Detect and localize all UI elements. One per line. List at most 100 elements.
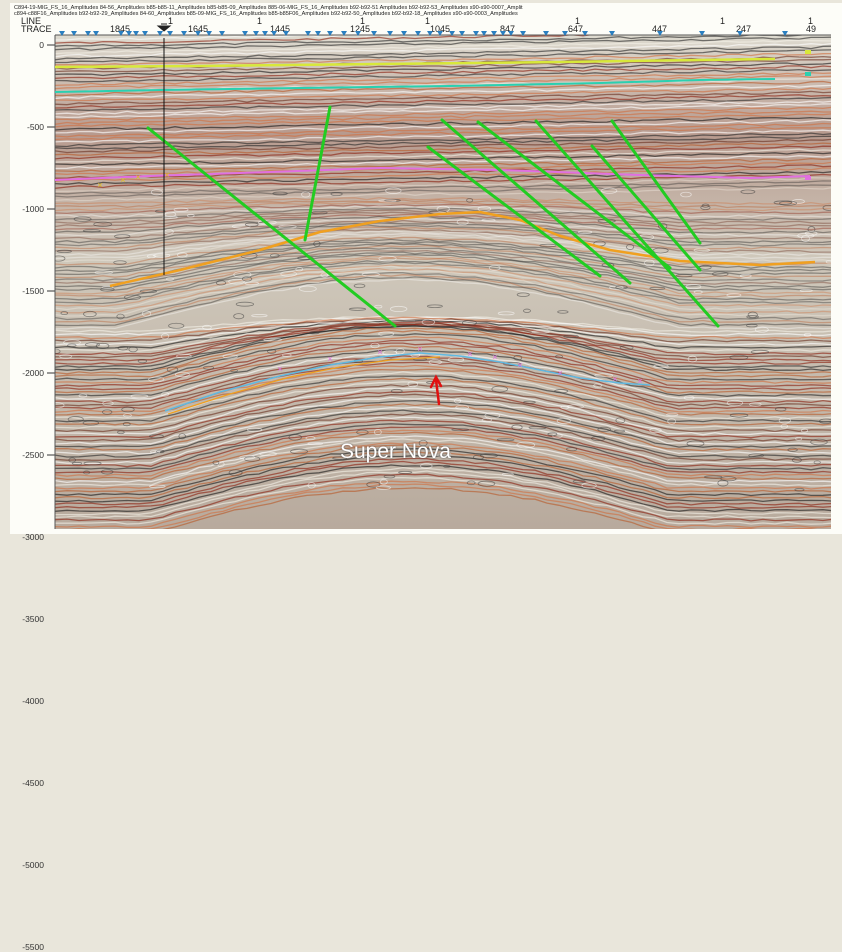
seismic-texture	[477, 206, 492, 212]
trace-marker-triangle-icon	[355, 31, 361, 36]
seismic-texture	[557, 310, 569, 314]
trace-marker-triangle-icon	[473, 31, 479, 36]
reflector-line	[55, 184, 831, 198]
seismic-texture	[212, 460, 220, 466]
depth-tick-label: -2500	[22, 450, 44, 460]
depth-tick-label: -5500	[22, 942, 44, 952]
seismic-texture	[615, 285, 628, 290]
reflector-line	[55, 148, 831, 163]
reflector-line	[55, 177, 831, 192]
seismic-texture	[101, 286, 114, 290]
seismic-texture	[59, 354, 73, 359]
reflector-line	[55, 142, 831, 156]
seismic-texture	[378, 331, 395, 337]
seismic-texture	[83, 461, 102, 466]
pick-marker: ×	[164, 170, 169, 180]
pick-marker: ×	[557, 368, 562, 378]
fault-line	[426, 145, 602, 278]
trace-marker-triangle-icon	[543, 31, 549, 36]
trace-marker-triangle-icon	[387, 31, 393, 36]
reflector-line	[55, 257, 831, 298]
seismic-texture	[295, 267, 304, 272]
seismic-texture	[281, 353, 292, 357]
seismic-texture	[740, 189, 756, 195]
reflector-line	[55, 272, 831, 321]
seismic-texture	[456, 219, 469, 226]
seismic-texture	[516, 292, 530, 297]
trace-marker-triangle-icon	[71, 31, 77, 36]
reflector-line	[55, 164, 831, 179]
reflector-line	[55, 132, 831, 148]
seismic-texture	[594, 373, 614, 378]
trace-marker-triangle-icon	[219, 31, 225, 36]
seismic-texture	[177, 252, 188, 258]
reflector-line	[55, 342, 831, 391]
trace-marker-triangle-icon	[449, 31, 455, 36]
trace-marker-triangle-icon	[481, 31, 487, 36]
seismic-texture	[447, 356, 465, 363]
trace-value: 49	[806, 24, 817, 34]
seismic-texture	[174, 371, 190, 378]
reflector-line	[55, 45, 831, 61]
seismic-texture	[726, 399, 744, 407]
reflector-line	[55, 276, 831, 327]
reflector-line	[55, 39, 831, 55]
seismic-texture	[235, 301, 255, 307]
seismic-texture	[773, 200, 793, 205]
seismic-texture	[233, 313, 245, 320]
seismic-texture	[178, 433, 186, 440]
seismic-texture	[100, 287, 115, 292]
seismic-texture	[555, 354, 563, 359]
seismic-texture	[187, 213, 195, 218]
seismic-texture	[523, 400, 536, 404]
trace-value: 1645	[188, 24, 209, 34]
seismic-texture	[330, 192, 343, 197]
seismic-texture	[68, 457, 77, 463]
reflector-line	[55, 36, 831, 51]
trace-marker-triangle-icon	[305, 31, 311, 36]
seismic-texture	[531, 330, 550, 334]
seismic-texture	[155, 209, 166, 213]
seismic-texture	[712, 271, 729, 277]
reflector-line	[55, 325, 831, 372]
super-nova-label: Super Nova	[340, 440, 451, 463]
seismic-texture	[71, 462, 83, 466]
header-line-2: c894-c88F16_Amplitudes b92-b92-29_Amplit…	[14, 11, 518, 17]
reflector-line	[55, 35, 669, 44]
seismic-texture	[84, 342, 100, 348]
seismic-texture	[82, 229, 101, 233]
pick-marker: ×	[417, 344, 422, 354]
reflector-line	[55, 318, 831, 346]
seismic-texture	[791, 457, 802, 463]
seismic-texture	[653, 364, 669, 369]
seismic-texture	[797, 232, 815, 239]
seismic-texture	[82, 420, 100, 426]
reflector-line	[55, 278, 831, 330]
seismic-texture	[566, 404, 584, 409]
seismic-texture	[244, 222, 259, 227]
seismic-texture	[481, 218, 496, 222]
reflector-line	[55, 329, 831, 378]
seismic-texture	[774, 406, 787, 412]
seismic-section: ×××××××××××××××	[47, 23, 831, 529]
seismic-texture	[139, 289, 157, 294]
trace-value: 447	[652, 24, 668, 34]
seismic-texture	[370, 342, 380, 349]
pick-marker: ×	[327, 354, 332, 364]
header-line-1: C894-19-MIG_FS_16_Amplitudes 84-56_Ampli…	[14, 5, 523, 11]
reflector-line	[55, 476, 831, 525]
depth-tick-label: -1000	[22, 204, 44, 214]
trace-marker-triangle-icon	[133, 31, 139, 36]
reflector-line	[55, 126, 831, 141]
reflector-line	[55, 251, 831, 288]
reflector-line	[55, 403, 831, 452]
seismic-texture	[754, 326, 769, 333]
line-value: 1	[575, 16, 581, 26]
reflector-line	[55, 238, 831, 269]
horizon-orange	[109, 210, 816, 288]
seismic-texture	[361, 272, 380, 277]
seismic-texture	[593, 383, 603, 388]
reflector-line	[55, 261, 831, 305]
seismic-texture	[700, 205, 711, 211]
seismic-texture	[141, 310, 152, 317]
